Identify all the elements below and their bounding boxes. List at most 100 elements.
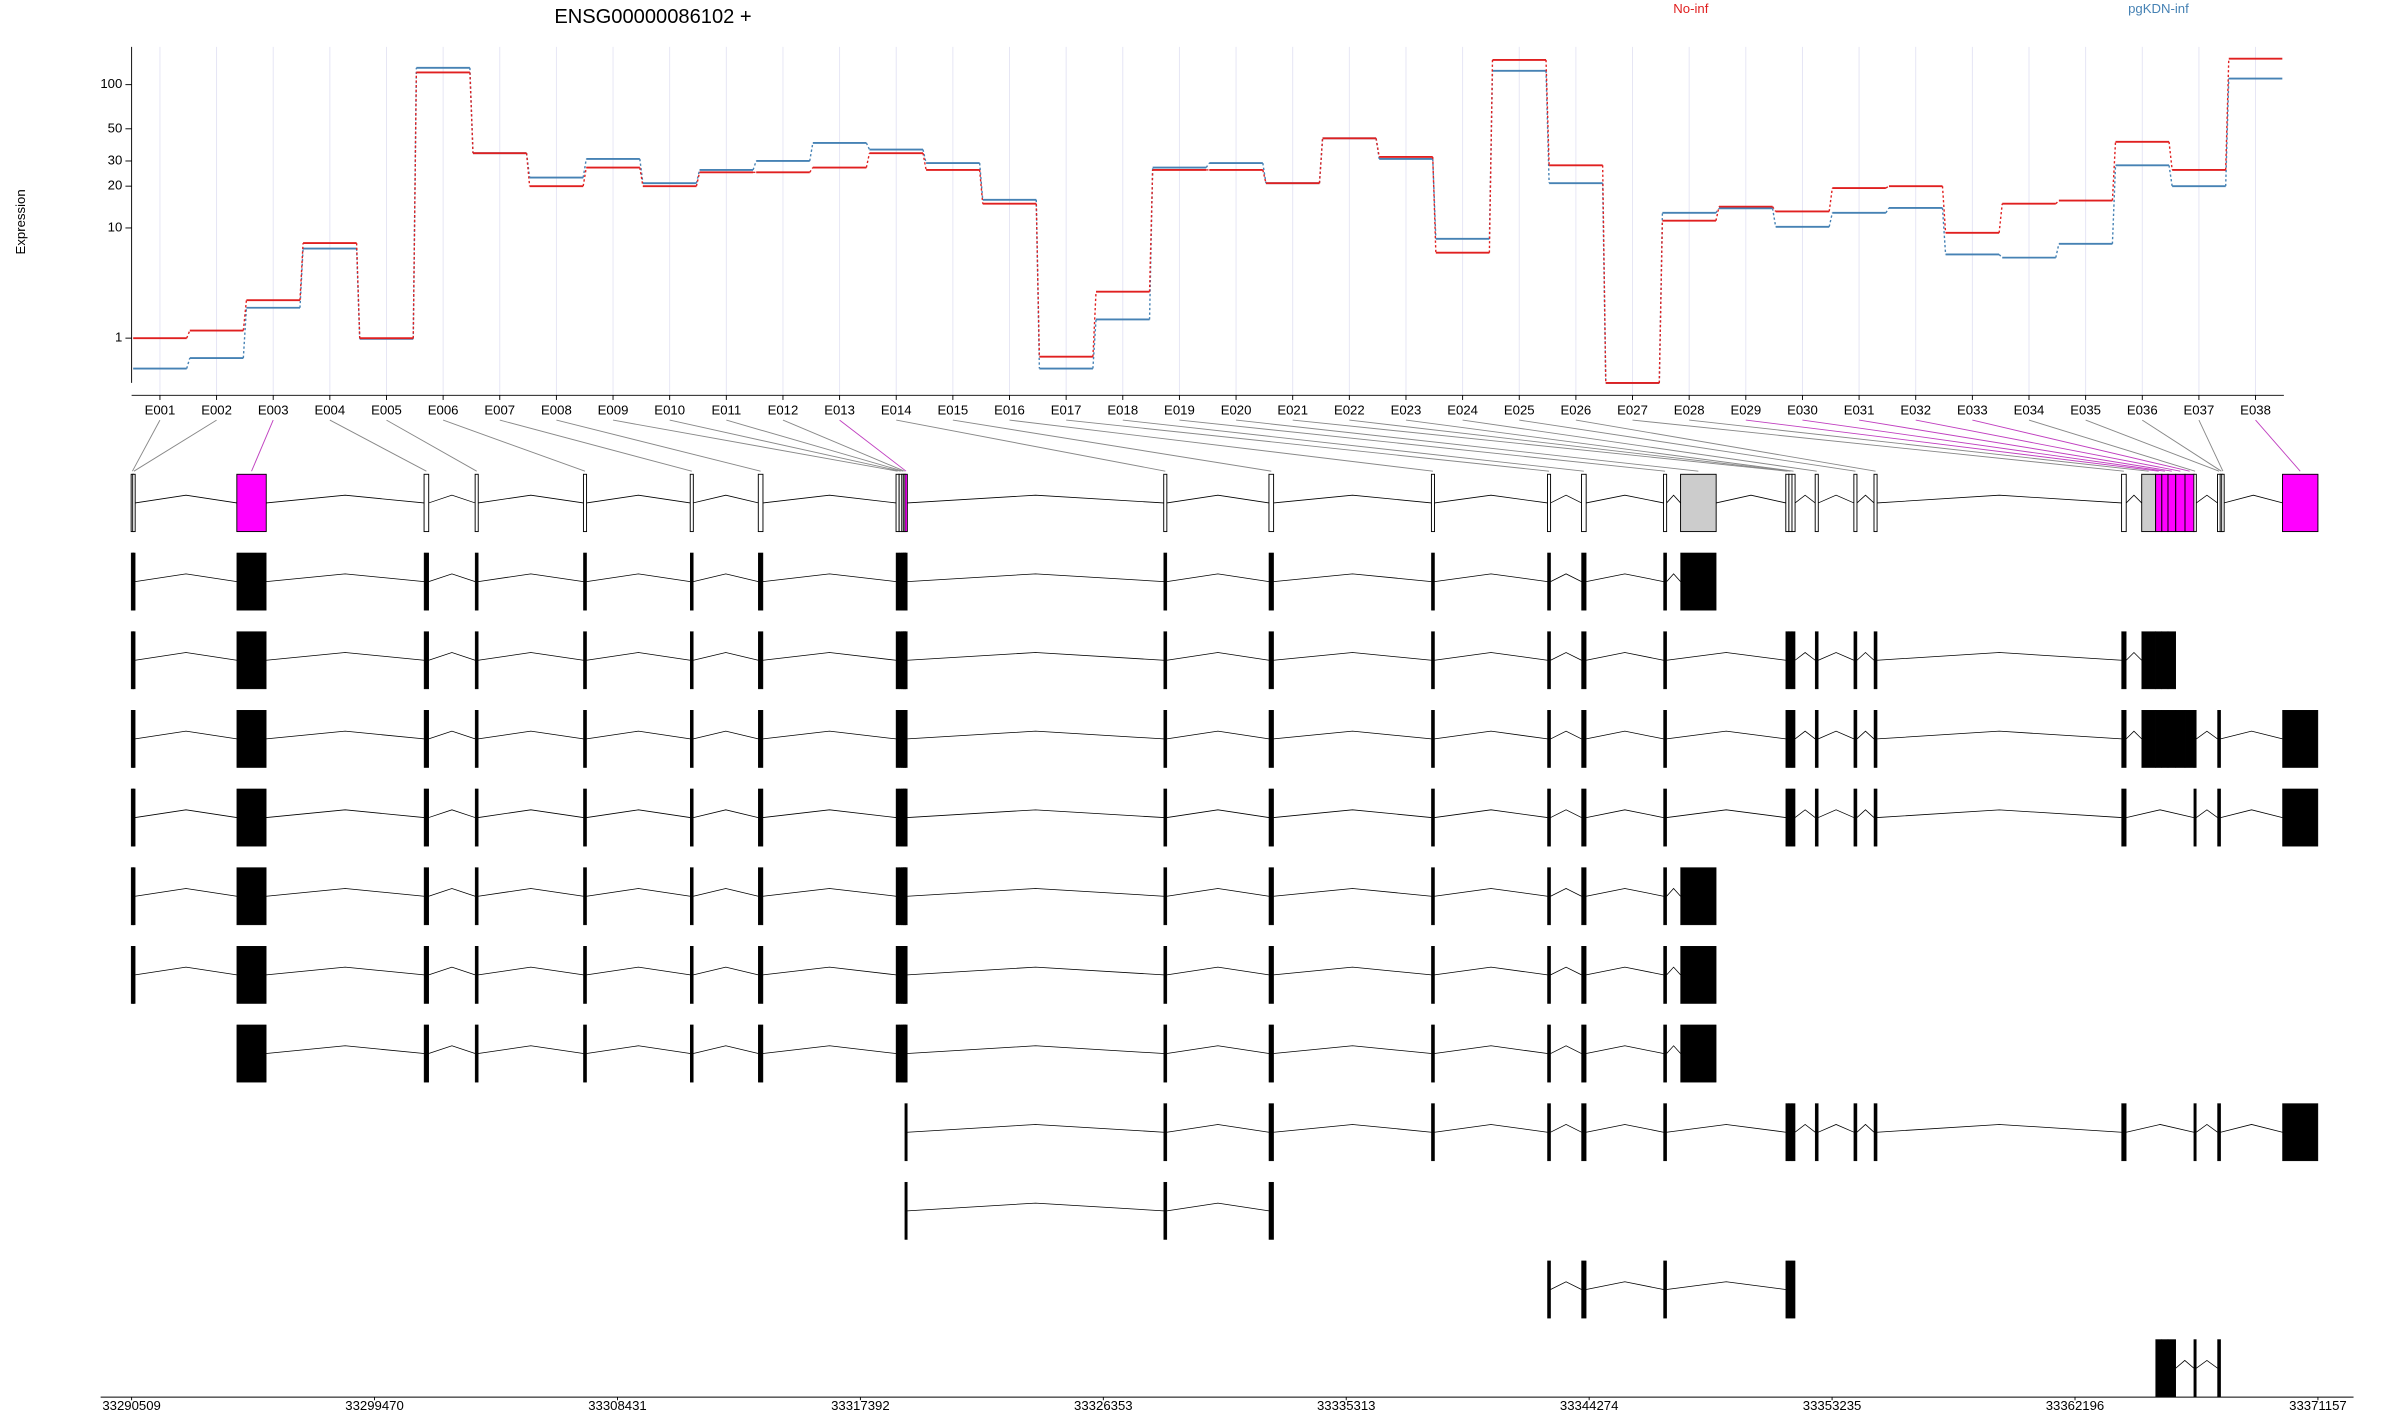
exon — [1163, 473, 1168, 533]
transcript-exon — [904, 1024, 908, 1083]
step-connector — [242, 300, 248, 331]
step-connector — [695, 172, 701, 187]
chart-title: ENSG00000086102 + — [554, 6, 751, 28]
intron — [762, 730, 897, 740]
exon-connector — [1179, 419, 1666, 472]
x-tick-label: E032 — [1900, 402, 1931, 417]
intron — [266, 494, 425, 504]
intron — [1856, 730, 1875, 740]
exon-connector — [2028, 419, 2196, 472]
intron — [1877, 809, 2122, 818]
transcript-exon — [474, 946, 479, 1004]
transcript-exon — [583, 631, 587, 690]
intron — [1586, 494, 1664, 504]
intron — [2220, 1124, 2283, 1133]
step-connector — [2055, 200, 2060, 205]
intron — [762, 888, 897, 897]
exon-connector — [2198, 419, 2224, 472]
x-tick-label: E026 — [1561, 402, 1592, 417]
exon-connector — [499, 419, 692, 472]
exon-connector — [2085, 419, 2220, 472]
transcript-exon — [1814, 1103, 1819, 1162]
transcript-exon — [1163, 788, 1168, 847]
transcript-exon — [1873, 1103, 1878, 1162]
intron — [478, 888, 584, 897]
exon-connector — [1349, 419, 1791, 472]
intron — [1550, 1124, 1582, 1133]
transcript-exon — [1853, 788, 1858, 847]
intron — [907, 888, 1164, 897]
intron — [1666, 966, 1681, 976]
transcript-exon — [1785, 1260, 1790, 1319]
intron — [266, 652, 425, 661]
transcript-exon — [1163, 1103, 1168, 1162]
x-tick-label: E038 — [2240, 402, 2271, 417]
transcript-exon — [1581, 1024, 1587, 1083]
x-tick-label: E003 — [258, 402, 289, 417]
intron — [135, 652, 237, 661]
transcript-exon — [689, 867, 694, 926]
legend-label: No-inf — [1673, 1, 1708, 16]
intron — [1550, 809, 1582, 818]
transcript-exon — [583, 867, 587, 926]
transcript-exon — [2193, 788, 2197, 847]
transcript-exon — [1163, 631, 1168, 690]
intron — [1877, 494, 2122, 504]
x-tick-label: E007 — [484, 402, 515, 417]
x-tick-label: E024 — [1447, 402, 1478, 417]
intron — [586, 1045, 691, 1054]
intron — [586, 652, 691, 661]
x-tick-label: E006 — [428, 402, 459, 417]
intron — [1550, 494, 1582, 504]
transcript-exon — [1791, 710, 1796, 768]
x-tick-label: 33308431 — [588, 1398, 647, 1410]
x-tick-label: E014 — [881, 402, 912, 417]
step-connector — [1941, 207, 1947, 255]
intron — [693, 1045, 759, 1054]
transcript-exon — [2282, 788, 2319, 847]
transcript-exon — [1163, 867, 1168, 926]
transcript-exon — [1581, 1260, 1587, 1319]
intron — [1550, 966, 1582, 976]
intron — [762, 1045, 897, 1054]
transcript-exon — [2217, 788, 2221, 847]
intron — [1794, 809, 1816, 818]
step-connector — [1488, 59, 1494, 253]
transcript-exon — [2167, 710, 2176, 768]
transcript-exon — [1268, 946, 1274, 1004]
exon — [474, 473, 479, 533]
intron — [266, 966, 425, 976]
x-tick-label: 33362196 — [2046, 1398, 2105, 1410]
transcript-exon — [1680, 552, 1717, 611]
intron — [2196, 809, 2218, 818]
intron — [1586, 966, 1664, 976]
transcript-exon — [1873, 710, 1878, 768]
intron — [2126, 809, 2194, 818]
intron — [135, 888, 237, 897]
intron — [135, 494, 237, 504]
transcript-exon — [1788, 788, 1793, 847]
intron — [2196, 1123, 2218, 1133]
step-connector — [299, 243, 304, 301]
transcript-exon — [583, 1024, 587, 1083]
transcript-exon — [423, 1024, 429, 1083]
intron — [428, 573, 476, 582]
exon-connector — [782, 419, 905, 472]
transcript-exon — [474, 710, 479, 768]
exon-connector — [1859, 419, 2172, 472]
transcript-exon — [1853, 631, 1858, 690]
exon — [1853, 473, 1858, 533]
transcript-exon — [1791, 788, 1796, 847]
intron — [2125, 651, 2142, 661]
x-tick-label: E012 — [768, 402, 799, 417]
transcript-exon — [132, 710, 136, 768]
intron — [1273, 730, 1432, 740]
intron — [266, 1045, 425, 1054]
intron — [1794, 730, 1816, 740]
transcript-exon — [1268, 1024, 1274, 1083]
intron — [1586, 809, 1664, 818]
exon — [1430, 473, 1435, 533]
x-tick-label: E009 — [598, 402, 629, 417]
